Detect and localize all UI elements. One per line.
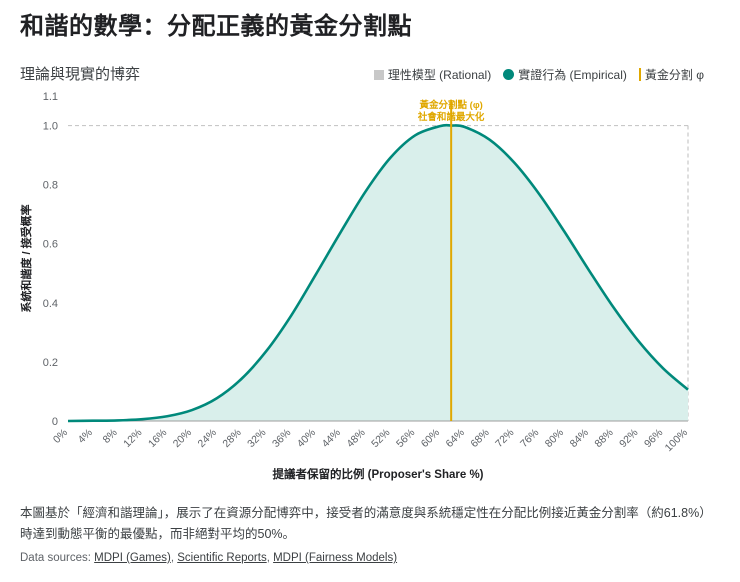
- data-sources: Data sources: MDPI (Games), Scientific R…: [20, 552, 398, 564]
- x-tick-label: 84%: [568, 427, 591, 450]
- legend-label-empirical: 實證行為 (Empirical): [518, 68, 627, 82]
- y-tick-label: 0: [52, 416, 58, 428]
- y-tick-label: 0.8: [43, 180, 58, 192]
- x-tick-label: 56%: [394, 427, 417, 450]
- y-tick-label: 0.2: [43, 357, 58, 369]
- y-tick-label: 1.0: [43, 121, 58, 133]
- page-title: 和諧的數學：分配正義的黃金分割點: [20, 13, 412, 40]
- golden-annotation-subtitle: 社會和諧最大化: [417, 111, 485, 123]
- source-link-mdpi-fairness[interactable]: MDPI (Fairness Models): [273, 552, 398, 564]
- x-axis-label: 提議者保留的比例 (Proposer's Share %): [272, 467, 483, 481]
- x-tick-label: 88%: [592, 427, 615, 450]
- x-tick-label: 100%: [663, 427, 690, 454]
- legend-label-rational: 理性模型 (Rational): [387, 68, 492, 82]
- y-axis-label: 系統和諧度 / 接受概率: [19, 204, 33, 312]
- x-tick-label: 40%: [295, 427, 318, 450]
- x-tick-label: 16%: [146, 427, 169, 450]
- legend-swatch-empirical: [503, 69, 515, 80]
- x-tick-label: 24%: [196, 427, 219, 450]
- x-tick-label: 64%: [444, 427, 467, 450]
- x-tick-label: 96%: [642, 427, 665, 450]
- x-tick-label: 92%: [617, 427, 640, 450]
- x-tick-label: 4%: [76, 427, 95, 446]
- y-tick-label: 1.1: [43, 91, 58, 103]
- x-tick-label: 52%: [369, 427, 392, 450]
- legend-label-golden: 黃金分割 φ: [644, 68, 704, 82]
- x-tick-label: 44%: [320, 427, 343, 450]
- legend-item-empirical: 實證行為 (Empirical): [503, 66, 627, 83]
- chart-legend: 理性模型 (Rational) 實證行為 (Empirical) 黃金分割 φ: [373, 66, 704, 83]
- source-link-scientific-reports[interactable]: Scientific Reports: [177, 552, 267, 564]
- x-tick-label: 20%: [171, 427, 194, 450]
- chart-subtitle: 理論與現實的博弈: [20, 66, 141, 83]
- x-tick-label: 12%: [121, 427, 144, 450]
- x-tick-label: 72%: [493, 427, 516, 450]
- legend-item-rational: 理性模型 (Rational): [373, 66, 492, 83]
- x-tick-label: 32%: [245, 427, 268, 450]
- legend-item-golden: 黃金分割 φ: [638, 66, 704, 83]
- x-tick-label: 68%: [468, 427, 491, 450]
- legend-swatch-rational: [373, 69, 384, 80]
- x-tick-label: 28%: [220, 427, 243, 450]
- y-tick-label: 0.6: [43, 239, 58, 251]
- x-tick-label: 48%: [344, 427, 367, 450]
- x-tick-label: 36%: [270, 427, 293, 450]
- empirical-area-fill: [68, 125, 688, 421]
- x-tick-label: 60%: [419, 427, 442, 450]
- y-tick-label: 0.4: [43, 298, 58, 310]
- chart-description: 本圖基於「經濟和諧理論」，展示了在資源分配博弈中，接受者的滿意度與系統穩定性在分…: [20, 506, 712, 541]
- legend-swatch-golden: [638, 68, 641, 81]
- x-tick-label: 76%: [518, 427, 541, 450]
- chart-area: 黃金分割點 (φ)社會和諧最大化 0 0.2 0.4 0.6 0.8 1.0 1.1 0% 4% 8…: [19, 91, 690, 481]
- x-tick-label: 0%: [51, 427, 70, 446]
- source-link-mdpi-games[interactable]: MDPI (Games): [94, 552, 171, 564]
- x-tick-label: 80%: [543, 427, 566, 450]
- empirical-curve: [67, 123, 689, 423]
- sources-prefix: Data sources:: [20, 552, 91, 564]
- x-tick-label: 8%: [100, 427, 119, 446]
- golden-annotation-title: 黃金分割點 (φ): [419, 99, 483, 111]
